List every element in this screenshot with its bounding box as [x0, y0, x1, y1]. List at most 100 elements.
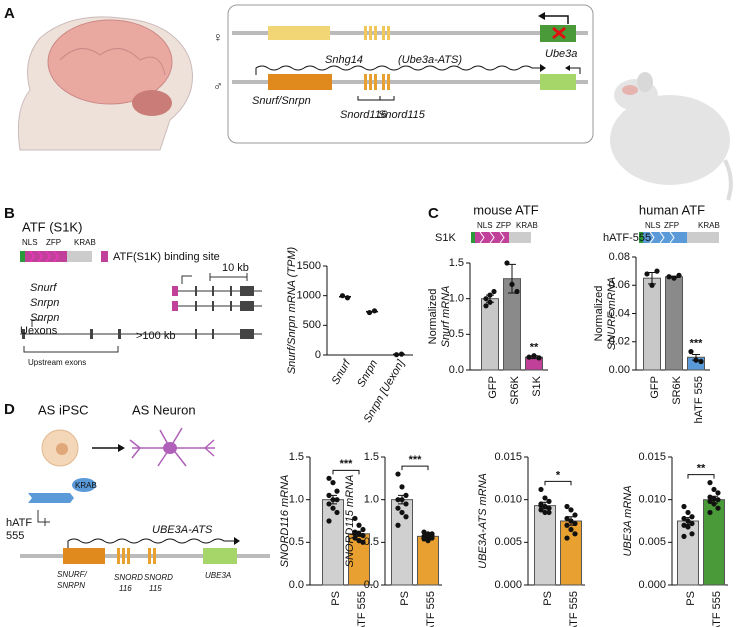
data-point [421, 535, 427, 541]
domain-label: ZFP [664, 221, 679, 230]
gene-label: Ube3a [545, 48, 577, 60]
significance: *** [690, 338, 704, 350]
data-point [399, 509, 405, 516]
data-point [685, 518, 691, 524]
data-point [531, 353, 537, 359]
data-point [395, 505, 401, 511]
data-point [564, 503, 570, 510]
y-axis-label: SNORD115 mRNA [344, 475, 356, 568]
data-point [360, 539, 366, 545]
significance: *** [409, 454, 423, 466]
x-tick-label: PS [542, 591, 554, 606]
y-tick-label: 0.000 [494, 579, 522, 591]
data-point [572, 512, 578, 518]
x-tick-label: hATF 555 [356, 591, 368, 627]
paternal-track [232, 64, 588, 101]
y-tick-label: 1500 [297, 260, 321, 272]
data-point [421, 529, 427, 535]
gene-label: 115 [149, 584, 162, 593]
gene-track [20, 537, 270, 564]
data-point [360, 526, 366, 533]
data-point [352, 531, 358, 537]
data-point [393, 352, 400, 358]
domain-label: KRAB [74, 238, 96, 247]
y-tick-label: 0.000 [638, 579, 666, 591]
gene-label: Uexons [20, 325, 58, 337]
data-point [688, 349, 694, 355]
y-tick-label: 0.5 [289, 536, 304, 548]
y-tick-label: 1.0 [364, 494, 379, 506]
data-point [707, 480, 713, 486]
x-tick-label: Snurf [330, 357, 354, 387]
data-point [403, 514, 409, 520]
gene-model [20, 273, 262, 353]
data-point [671, 275, 677, 281]
domain-label: NLS [22, 238, 38, 247]
data-point [344, 295, 351, 301]
y-tick-label: 0.5 [364, 536, 379, 548]
y-tick-label: 0.0 [289, 579, 304, 591]
data-point [509, 281, 515, 287]
bar [534, 505, 556, 586]
data-point [360, 532, 366, 539]
gene-label: Snrpn [30, 297, 59, 309]
x-tick-label: GFP [487, 376, 499, 399]
gene-label: (Ube3a-ATS) [398, 54, 462, 66]
x-tick-label: GFP [649, 376, 661, 399]
y-tick-label: 0.015 [638, 451, 666, 463]
significance: ** [530, 342, 539, 354]
data-point [546, 509, 552, 516]
panel-label: D [4, 401, 15, 418]
significance-bracket [401, 465, 429, 471]
data-point [538, 503, 544, 509]
y-tick-label: 0.0 [364, 579, 379, 591]
data-point [487, 299, 493, 305]
data-point [326, 518, 332, 524]
bar [481, 298, 499, 371]
data-point [685, 509, 691, 516]
maternal-track [232, 12, 588, 42]
domain-label: ZFP [46, 238, 61, 247]
data-point [564, 535, 570, 541]
data-point [326, 492, 332, 498]
data-point [666, 274, 672, 280]
data-point [711, 501, 717, 507]
data-point [715, 505, 721, 511]
data-point [538, 507, 544, 513]
data-point [546, 498, 552, 504]
data-point [707, 494, 713, 500]
data-point [487, 292, 493, 298]
x-tick-label: SR6K [509, 375, 521, 404]
panel-label: C [428, 205, 439, 222]
y-tick-label: 1.0 [449, 293, 464, 305]
data-point [711, 486, 717, 493]
gene-label: Snord116 [340, 109, 388, 121]
data-point [681, 533, 687, 539]
significance-bracket [332, 469, 360, 475]
data-point [403, 492, 409, 498]
cells-illustration [41, 427, 215, 467]
domain-label: KRAB [75, 481, 97, 490]
data-point [356, 538, 362, 544]
data-point [715, 497, 721, 503]
bar [643, 277, 661, 371]
data-point [483, 296, 489, 302]
gene-label: SNURF/ [57, 570, 88, 579]
y-axis-label: Normalized [427, 289, 439, 345]
data-point [330, 505, 336, 511]
data-point [352, 535, 358, 541]
data-point [483, 303, 489, 309]
bar [417, 535, 439, 586]
data-point [542, 509, 548, 516]
data-point [356, 531, 362, 537]
construct-bar [471, 231, 719, 244]
x-tick-label: PS [399, 591, 411, 606]
chart-title: human ATF [639, 202, 705, 217]
x-tick-label: hATF 555 [693, 376, 705, 424]
data-point [711, 496, 717, 502]
data-point [326, 501, 332, 507]
gene-label: SNRPN [57, 581, 85, 590]
gene-label: UBE3A [205, 571, 231, 580]
data-point [542, 495, 548, 501]
